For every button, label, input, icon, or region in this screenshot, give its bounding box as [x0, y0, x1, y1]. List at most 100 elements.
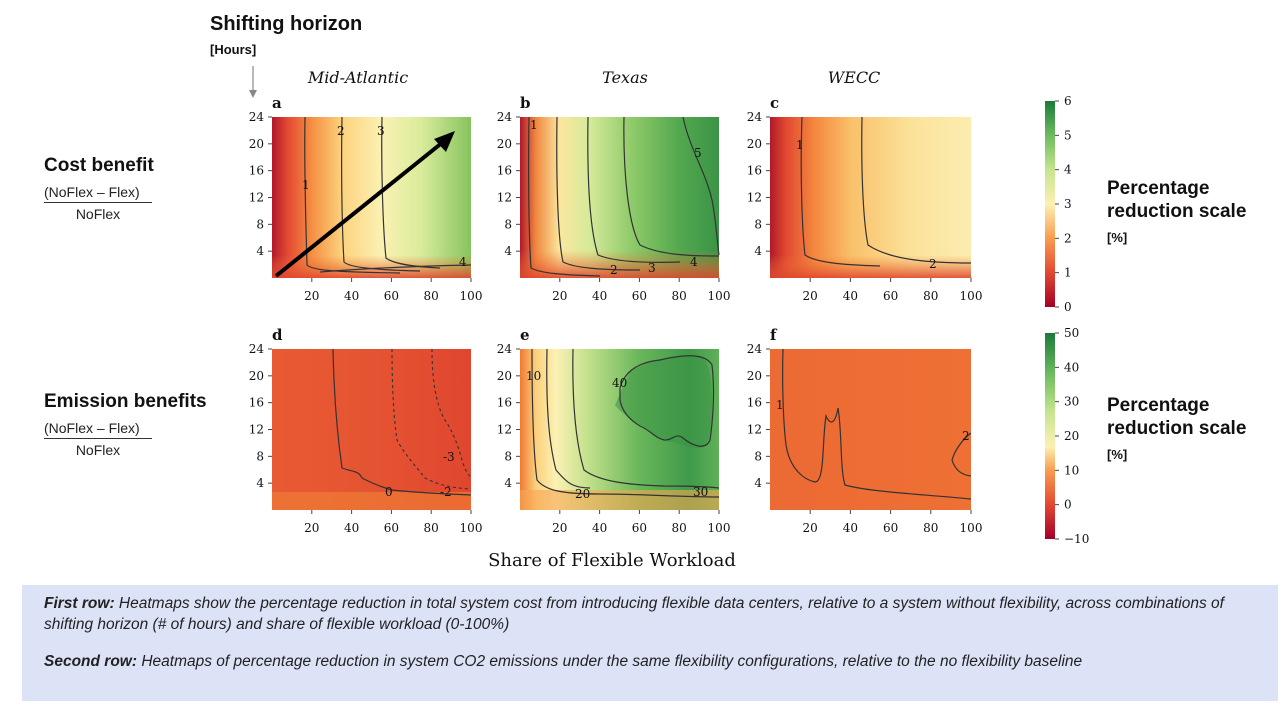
y-tick-label-a-16: 16 [249, 164, 264, 178]
contour-d-neg3 [431, 348, 472, 478]
panel-letter-f: f [770, 326, 778, 344]
emission-fraction-denominator: NoFlex [75, 442, 121, 458]
colorbar-emission-tick-label-30: 30 [1064, 395, 1079, 409]
cost-fraction-numerator: (NoFlex – Flex) [44, 184, 152, 203]
panel-title-a: Mid-Atlantic [307, 68, 408, 87]
panel-letter-e: e [520, 326, 530, 344]
colorbar-cost-tick-label-1: 1 [1064, 266, 1072, 280]
direction-arrow-head [434, 131, 455, 152]
y-tick-label-a-12: 12 [249, 191, 264, 205]
y-tick-label-e-20: 20 [497, 369, 512, 383]
contour-label-e-30: 30 [693, 485, 708, 499]
contour-c-1 [800, 116, 881, 267]
panel-title-b: Texas [602, 68, 648, 87]
panel-e: 10 20 30 40 e [520, 326, 720, 510]
panel-c-bottom-band [770, 255, 971, 278]
y-tick-label-d-4: 4 [256, 476, 264, 490]
cost-scale-label: Percentage reduction scale [1107, 177, 1246, 223]
y-tick-label-a-20: 20 [249, 137, 264, 151]
x-tick-label-d-100: 100 [460, 521, 483, 535]
x-tick-label-a-20: 20 [304, 289, 319, 303]
colorbar-cost-tick-label-3: 3 [1064, 197, 1072, 211]
contour-label-e-20: 20 [575, 487, 590, 501]
x-tick-label-d-40: 40 [344, 521, 359, 535]
colorbar-cost-tick-label-2: 2 [1064, 231, 1072, 245]
x-tick-label-b-20: 20 [552, 289, 567, 303]
colorbar-cost-tick-label-4: 4 [1064, 163, 1072, 177]
x-tick-label-a-100: 100 [460, 289, 483, 303]
contour-d-0 [332, 348, 472, 496]
colorbar-emission-tick-label-20: 20 [1064, 429, 1079, 443]
y-tick-label-c-24: 24 [747, 110, 763, 124]
contour-label-a-2: 2 [337, 124, 345, 138]
contour-label-d-neg2: -2 [440, 485, 452, 499]
y-tick-label-b-12: 12 [497, 191, 512, 205]
contour-b-1 [528, 116, 601, 277]
emission-scale-label-line1: Percentage [1107, 395, 1210, 416]
x-tick-label-f-60: 60 [883, 521, 898, 535]
contour-label-c-1: 1 [796, 138, 804, 152]
contour-label-c-2: 2 [929, 257, 937, 271]
contour-label-a-1: 1 [302, 178, 310, 192]
panel-d: 0 -2 -3 d [272, 326, 472, 510]
contour-label-a-4: 4 [459, 255, 467, 269]
x-tick-label-d-20: 20 [304, 521, 319, 535]
contour-b-4 [623, 116, 720, 257]
x-tick-label-b-60: 60 [632, 289, 647, 303]
panel-e-bottom-band [520, 490, 719, 510]
x-tick-label-a-40: 40 [344, 289, 359, 303]
caption-row1-text: Heatmaps show the percentage reduction i… [44, 595, 1224, 633]
x-tick-label-b-100: 100 [708, 289, 731, 303]
y-tick-label-a-8: 8 [256, 217, 264, 231]
y-tick-label-a-4: 4 [256, 244, 264, 258]
y-tick-label-c-4: 4 [754, 244, 762, 258]
x-tick-label-f-40: 40 [843, 521, 858, 535]
contour-label-d-neg3: -3 [443, 450, 455, 464]
x-tick-label-a-60: 60 [384, 289, 399, 303]
cost-fraction-denominator: NoFlex [75, 206, 121, 222]
x-tick-label-c-80: 80 [923, 289, 938, 303]
contour-b-2 [556, 116, 641, 271]
x-axis-label: Share of Flexible Workload [488, 550, 736, 571]
colorbar-emission-tick-label--10: −10 [1064, 532, 1089, 546]
horizon-arrow-head [249, 90, 257, 98]
row-label-emission: Emission benefits [44, 391, 207, 412]
contour-label-b-3: 3 [648, 261, 656, 275]
emission-scale-unit: [%] [1107, 447, 1128, 462]
x-tick-label-a-80: 80 [424, 289, 439, 303]
cost-scale-label-line2: reduction scale [1107, 201, 1247, 222]
panel-letter-b: b [520, 94, 531, 112]
panel-c-heatmap [770, 117, 971, 278]
contour-label-f-1: 1 [776, 398, 784, 412]
y-tick-label-c-20: 20 [747, 137, 762, 151]
y-tick-label-d-20: 20 [249, 369, 264, 383]
y-tick-label-e-4: 4 [504, 476, 512, 490]
emission-fraction-numerator: (NoFlex – Flex) [44, 420, 152, 439]
y-tick-label-e-12: 12 [497, 423, 512, 437]
y-tick-label-e-8: 8 [504, 449, 512, 463]
cost-scale-unit: [%] [1107, 230, 1128, 245]
caption-row2-lead: Second row: [44, 653, 138, 670]
colorbar-cost [1045, 101, 1055, 307]
panel-d-bottom-band [272, 492, 471, 510]
contour-f-1 [782, 348, 972, 500]
y-tick-label-d-12: 12 [249, 423, 264, 437]
y-tick-label-d-8: 8 [256, 449, 264, 463]
y-tick-label-b-24: 24 [497, 110, 513, 124]
contour-b-5 [682, 116, 720, 256]
caption-row1-lead: First row: [44, 595, 115, 612]
x-tick-label-d-80: 80 [424, 521, 439, 535]
colorbar-cost-tick-label-5: 5 [1064, 128, 1072, 142]
x-tick-label-f-100: 100 [960, 521, 983, 535]
contour-f-2 [951, 432, 972, 477]
cost-scale-label-line1: Percentage [1107, 178, 1210, 199]
row-label-cost: Cost benefit [44, 155, 154, 176]
y-tick-label-c-16: 16 [747, 164, 762, 178]
contour-label-b-4: 4 [690, 255, 698, 269]
caption-row2: Second row: Heatmaps of percentage reduc… [44, 651, 1259, 672]
y-tick-label-e-16: 16 [497, 396, 512, 410]
colorbar-cost-tick-label-0: 0 [1064, 300, 1072, 314]
contour-label-d-0: 0 [385, 485, 393, 499]
x-tick-label-e-80: 80 [672, 521, 687, 535]
